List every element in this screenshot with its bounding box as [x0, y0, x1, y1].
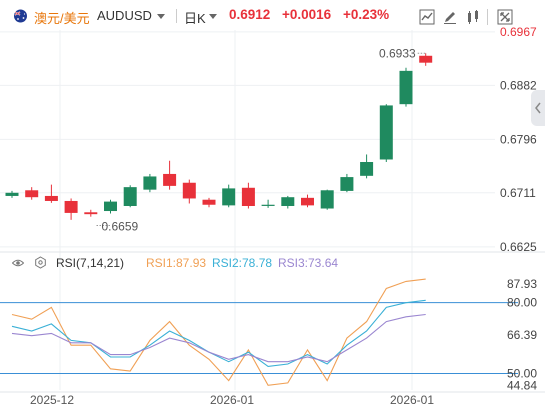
price-tick-2: 0.6796 [500, 132, 537, 146]
price-tick-3: 0.6711 [500, 186, 536, 200]
candle-body-18 [360, 162, 374, 176]
candle-body-21 [419, 55, 433, 63]
rsi-tick-2: 66.39 [507, 328, 537, 342]
settings-gear-icon[interactable] [34, 256, 47, 269]
draw-pencil-icon[interactable] [442, 9, 458, 25]
header-divider [176, 9, 177, 23]
pair-dropdown-chevron-down-icon[interactable] [157, 14, 165, 19]
candle-body-19 [379, 105, 393, 160]
price-change: +0.0016 [282, 7, 332, 22]
time-axis: 2025-12 2026-01 2026-01 [30, 393, 434, 407]
price-axis: 0.6967 0.6882 0.6796 0.6711 0.6625 [500, 25, 537, 254]
candle-body-2 [44, 195, 58, 201]
candle-body-9 [182, 182, 196, 199]
period-dropdown-chevron-down-icon[interactable] [209, 14, 217, 19]
candle-body-14 [281, 197, 295, 206]
rsi-panel [0, 278, 518, 386]
rsi2-line [11, 299, 426, 367]
chart-grid [0, 30, 545, 393]
candle-body-17 [340, 177, 354, 191]
time-tick-1: 2026-01 [210, 393, 254, 407]
current-price: 0.6912 [229, 7, 271, 22]
candle-body-0 [5, 192, 19, 196]
pair-code[interactable]: AUDUSD [97, 8, 152, 23]
candle-body-7 [143, 176, 157, 190]
rsi-tick-3: 50.00 [507, 366, 537, 380]
rsi-tick-4: 44.84 [507, 379, 537, 393]
chart-header: 澳元/美元 AUDUSD 日K 0.6912 +0.0016 +0.23% [0, 0, 545, 32]
price-tick-0: 0.6967 [500, 25, 537, 39]
candle-body-8 [163, 173, 177, 186]
candle-body-12 [241, 187, 255, 206]
candle-body-3 [64, 200, 78, 213]
side-panel-handle[interactable] [531, 90, 545, 126]
candle-body-15 [301, 197, 314, 206]
australia-flag-icon [14, 9, 27, 23]
rsi1-line [11, 278, 426, 386]
line-chart-icon[interactable] [419, 9, 435, 25]
rsi-tick-0: 87.93 [507, 277, 537, 291]
candle-body-13 [261, 204, 275, 206]
candle-body-11 [222, 188, 236, 206]
rsi-tick-1: 80.00 [507, 296, 537, 310]
rsi-indicator-name: RSI(7,14,21) [56, 256, 125, 270]
rsi1-value: RSI1:87.93 [146, 256, 207, 270]
candle-body-20 [399, 70, 413, 105]
low-price-label: 0.6659 [102, 219, 139, 233]
toolbar-divider [487, 9, 488, 25]
time-tick-2: 2026-01 [390, 393, 434, 407]
price-tick-4: 0.6625 [500, 240, 537, 254]
candle-body-4 [84, 212, 98, 215]
candle-body-1 [25, 190, 39, 198]
rsi3-line [11, 313, 426, 363]
candle-body-16 [320, 190, 334, 209]
expand-chevron-icon[interactable] [531, 90, 545, 126]
candle-body-5 [104, 201, 117, 212]
price-annotations: 0.6933 0.6659 [96, 46, 426, 233]
price-tick-1: 0.6882 [500, 78, 537, 92]
rsi3-value: RSI3:73.64 [278, 256, 339, 270]
pair-name-cn[interactable]: 澳元/美元 [34, 11, 90, 26]
time-tick-0: 2025-12 [30, 393, 74, 407]
candle-body-6 [123, 187, 137, 206]
period-selector[interactable]: 日K [184, 11, 206, 26]
high-price-label: 0.6933 [379, 46, 416, 60]
fullscreen-icon[interactable] [497, 9, 513, 25]
candle-body-10 [202, 199, 216, 205]
price-change-percent: +0.23% [343, 7, 390, 22]
candles-layer [5, 53, 433, 220]
indicator-icon[interactable] [465, 9, 481, 25]
rsi2-value: RSI2:78.78 [212, 256, 273, 270]
eye-icon[interactable] [12, 257, 24, 269]
